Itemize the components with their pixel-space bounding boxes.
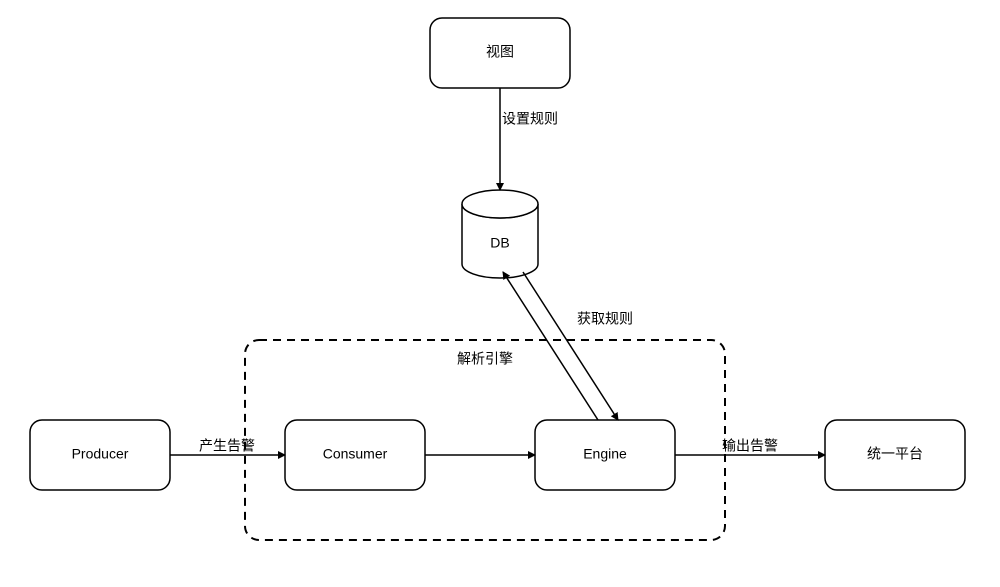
edge-view-db-label: 设置规则 [502, 111, 558, 127]
edge-db-engine-up: 获取规则 [503, 272, 633, 420]
engine-label-text: Engine [583, 446, 627, 462]
db-label: DB [490, 235, 509, 251]
node-engine: Engine [535, 420, 675, 490]
node-producer: Producer [30, 420, 170, 490]
edge-engine-platform-label: 输出告警 [722, 438, 778, 454]
db-top [462, 190, 538, 218]
view-label: 视图 [486, 44, 514, 60]
edge-engine-platform: 输出告警 [675, 438, 825, 455]
node-platform: 统一平台 [825, 420, 965, 490]
node-view: 视图 [430, 18, 570, 88]
consumer-label: Consumer [323, 446, 388, 462]
node-consumer: Consumer [285, 420, 425, 490]
node-db: DB [462, 190, 538, 278]
parser-engine-label: 解析引擎 [457, 351, 513, 367]
edge-db-engine-up-line [503, 272, 598, 420]
edge-db-engine-down [523, 272, 618, 420]
producer-label: Producer [72, 446, 129, 462]
edge-view-to-db: 设置规则 [500, 88, 558, 190]
platform-label: 统一平台 [867, 446, 923, 462]
edge-producer-consumer-label: 产生告警 [199, 438, 255, 454]
edge-db-engine-label: 获取规则 [577, 311, 633, 327]
edge-producer-consumer: 产生告警 [170, 438, 285, 455]
edge-db-engine-down-line [523, 272, 618, 420]
